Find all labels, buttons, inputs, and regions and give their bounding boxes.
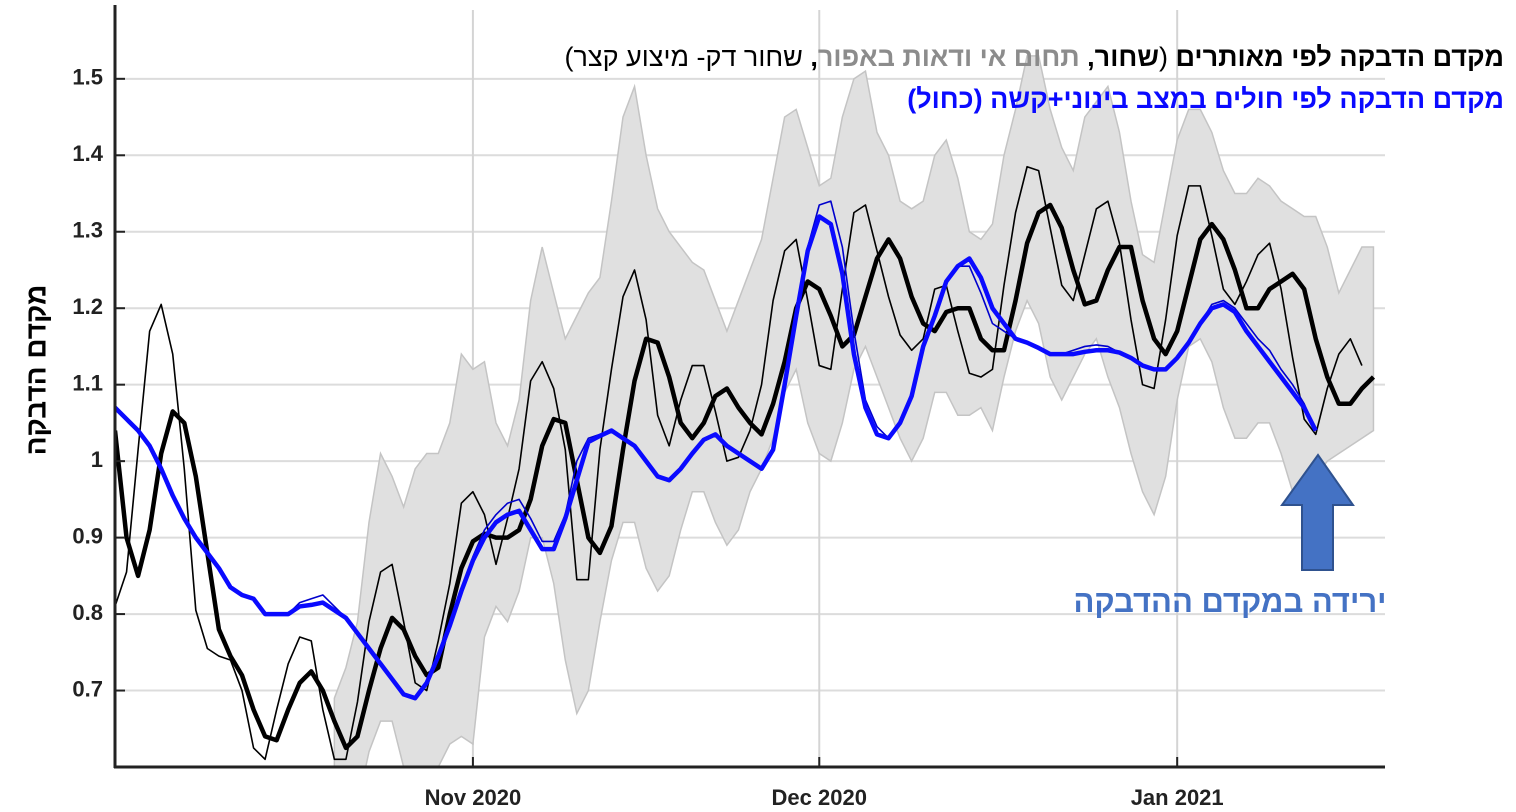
title-part: שחור	[1094, 42, 1160, 72]
x-tick-label: Nov 2020	[425, 785, 522, 810]
title-part: מקדם הדבקה לפי מאותרים	[1175, 42, 1504, 72]
y-tick-label: 1.3	[72, 218, 103, 243]
x-tick-label: Jan 2021	[1131, 785, 1224, 810]
annotation: ירידה במקדם ההדבקה	[1073, 584, 1386, 619]
y-tick-label: 0.7	[72, 676, 103, 701]
title-part: תחום אי ודאות באפור	[817, 42, 1080, 72]
subtitle: מקדם הדבקה לפי חולים במצב בינוני+קשה (כח…	[907, 84, 1504, 114]
axes: 0.7 0.8 0.9 1 1.1 1.2 1.3 1.4 1.5 Nov 2020 Dec 202…	[72, 5, 1385, 810]
series-line	[115, 202, 1376, 751]
y-tick-label: 1.2	[72, 294, 103, 319]
uncertainty-band	[333, 55, 1375, 767]
title-part: (	[1159, 42, 1169, 72]
y-tick-label: 0.9	[72, 523, 103, 548]
title-part: שחור דק- מיצוע קצר)	[564, 42, 803, 72]
x-tick-label: Dec 2020	[772, 785, 867, 810]
y-axis-label: מקדם הדבקה	[20, 285, 51, 456]
title-part: ,	[810, 42, 818, 72]
series-line	[115, 165, 1363, 761]
annotation-arrow	[1280, 453, 1355, 571]
y-tick-label: 0.8	[72, 600, 103, 625]
y-tick-label: 1.5	[72, 65, 103, 90]
series-line	[115, 214, 1318, 701]
title: מקדם הדבקה לפי מאותרים (שחור, תחום אי וד…	[564, 36, 1504, 78]
y-tick-label: 1.4	[72, 141, 103, 166]
y-tick-label: 1	[91, 447, 103, 472]
plot-area	[115, 55, 1376, 767]
headings: מקדם הדבקה לפי מאותרים (שחור, תחום אי וד…	[564, 36, 1504, 120]
y-tick-label: 1.1	[72, 370, 103, 395]
title-part: ,	[1087, 42, 1095, 72]
